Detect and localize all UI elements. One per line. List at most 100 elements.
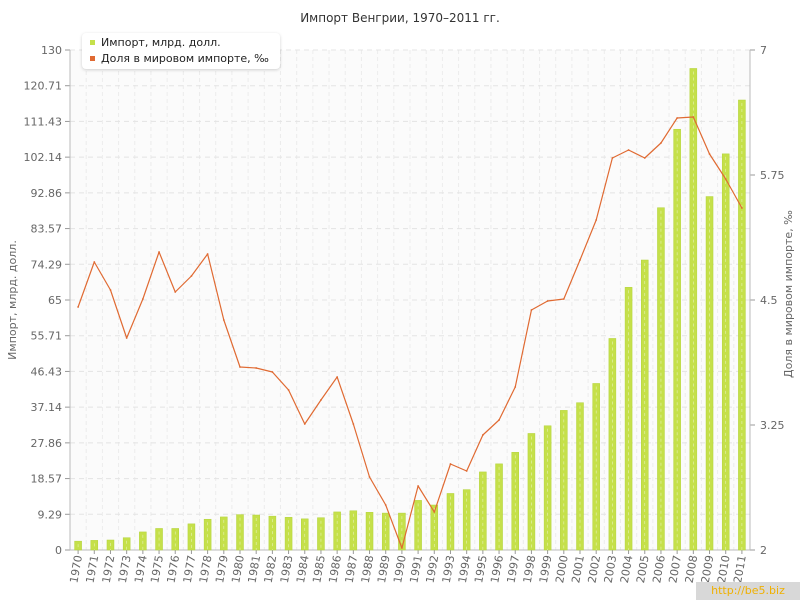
share-point bbox=[611, 157, 614, 159]
x-tick-label: 1975 bbox=[148, 554, 166, 584]
y-tick-label: 83.57 bbox=[31, 223, 63, 236]
bar bbox=[721, 153, 730, 551]
share-point bbox=[239, 366, 241, 368]
share-point bbox=[741, 207, 743, 209]
bar bbox=[398, 512, 406, 551]
legend-item-share[interactable]: Доля в мировом импорте, ‰ bbox=[90, 51, 269, 67]
share-point bbox=[433, 511, 436, 513]
x-tick-label: 2003 bbox=[602, 554, 620, 584]
share-point bbox=[352, 423, 355, 425]
bar bbox=[462, 489, 471, 551]
chart-title: Импорт Венгрии, 1970–2011 гг. bbox=[300, 11, 500, 25]
legend-swatch-share bbox=[90, 55, 95, 61]
x-tick-label: 1998 bbox=[521, 554, 539, 584]
x-tick-label: 1989 bbox=[375, 554, 393, 584]
share-point bbox=[708, 153, 711, 155]
y-tick-label: 18.57 bbox=[31, 473, 63, 486]
bar bbox=[381, 512, 390, 551]
y2-tick-label: 2 bbox=[760, 544, 767, 557]
x-tick-label: 1972 bbox=[100, 554, 118, 584]
share-point bbox=[320, 399, 322, 401]
x-tick-label: 1985 bbox=[310, 554, 328, 584]
share-point bbox=[692, 116, 695, 118]
axes bbox=[65, 49, 755, 554]
x-tick-label: 2002 bbox=[585, 554, 603, 584]
bar bbox=[365, 512, 374, 551]
x-tick-label: 1993 bbox=[440, 554, 458, 584]
bar bbox=[187, 523, 196, 551]
x-tick-label: 1971 bbox=[84, 554, 102, 584]
share-point bbox=[271, 371, 274, 373]
y-tick-label: 55.71 bbox=[31, 330, 63, 343]
share-point bbox=[368, 476, 371, 478]
x-tick-label: 1991 bbox=[407, 554, 425, 584]
y2-tick-label: 5.75 bbox=[760, 169, 785, 182]
x-tick-label: 2006 bbox=[650, 554, 668, 584]
x-tick-label: 1973 bbox=[116, 554, 134, 584]
share-point bbox=[287, 389, 290, 391]
share-point bbox=[579, 259, 581, 261]
x-tick-label: 1992 bbox=[424, 554, 442, 584]
bar bbox=[495, 463, 503, 551]
share-point bbox=[643, 157, 646, 159]
share-polyline bbox=[77, 116, 743, 549]
x-tick-label: 1983 bbox=[278, 554, 296, 584]
y-tick-label: 0 bbox=[55, 544, 62, 557]
x-tick-label: 2011 bbox=[731, 554, 749, 584]
share-point bbox=[498, 419, 500, 421]
share-point bbox=[174, 291, 177, 293]
x-tick-label: 1987 bbox=[343, 554, 361, 584]
bar bbox=[414, 500, 422, 551]
share-point bbox=[303, 423, 306, 425]
x-tick-label: 2004 bbox=[618, 554, 636, 584]
y-tick-label: 92.86 bbox=[31, 187, 63, 200]
x-tick-label: 1981 bbox=[245, 554, 263, 584]
bar bbox=[333, 511, 341, 551]
bar bbox=[673, 128, 681, 551]
y2-tick-label: 4.5 bbox=[760, 294, 778, 307]
legend-label-share: Доля в мировом импорте, ‰ bbox=[101, 52, 269, 65]
x-tick-label: 2008 bbox=[683, 554, 701, 584]
share-point bbox=[546, 300, 549, 302]
x-tick-label: 1988 bbox=[359, 554, 377, 584]
x-tick-label: 1997 bbox=[505, 554, 523, 584]
legend-swatch-import bbox=[90, 39, 95, 45]
share-point bbox=[481, 434, 484, 436]
x-tick-label: 1982 bbox=[262, 554, 280, 584]
share-point bbox=[465, 470, 468, 472]
y2-axis-title: Доля в мировом импорте, ‰ bbox=[782, 210, 795, 378]
import-bars bbox=[74, 68, 746, 551]
share-point bbox=[77, 306, 79, 308]
share-point bbox=[336, 376, 339, 378]
share-point bbox=[562, 298, 565, 300]
x-tick-label: 1994 bbox=[456, 554, 474, 584]
y-tick-label: 46.43 bbox=[31, 365, 63, 378]
x-tick-label: 1990 bbox=[391, 554, 409, 584]
gridlines bbox=[69, 49, 751, 551]
share-point bbox=[595, 219, 598, 221]
x-tick-label: 1980 bbox=[229, 554, 247, 584]
y-tick-label: 130 bbox=[41, 44, 62, 57]
share-point bbox=[109, 289, 112, 291]
x-tick-label: 2001 bbox=[569, 554, 587, 584]
legend-item-import[interactable]: Импорт, млрд. долл. bbox=[90, 35, 221, 51]
share-point bbox=[676, 117, 679, 119]
y-tick-label: 120.71 bbox=[24, 80, 63, 93]
share-point bbox=[206, 253, 209, 255]
share-point bbox=[384, 504, 387, 506]
share-point bbox=[417, 485, 419, 487]
x-tick-label: 1984 bbox=[294, 554, 312, 584]
share-point bbox=[401, 547, 403, 549]
share-point bbox=[449, 463, 452, 465]
y-axis-title: Импорт, млрд. долл. bbox=[6, 240, 19, 360]
legend-label-import: Импорт, млрд. долл. bbox=[101, 36, 221, 49]
x-tick-label: 1979 bbox=[213, 554, 231, 584]
x-tick-label: 1974 bbox=[132, 554, 150, 584]
y-tick-label: 65 bbox=[48, 294, 62, 307]
legend: Импорт, млрд. долл. Доля в мировом импор… bbox=[82, 33, 280, 69]
x-tick-label: 1986 bbox=[326, 554, 344, 584]
share-point bbox=[660, 142, 662, 144]
y2-tick-label: 3.25 bbox=[760, 419, 785, 432]
watermark[interactable]: http://be5.biz bbox=[696, 582, 800, 600]
